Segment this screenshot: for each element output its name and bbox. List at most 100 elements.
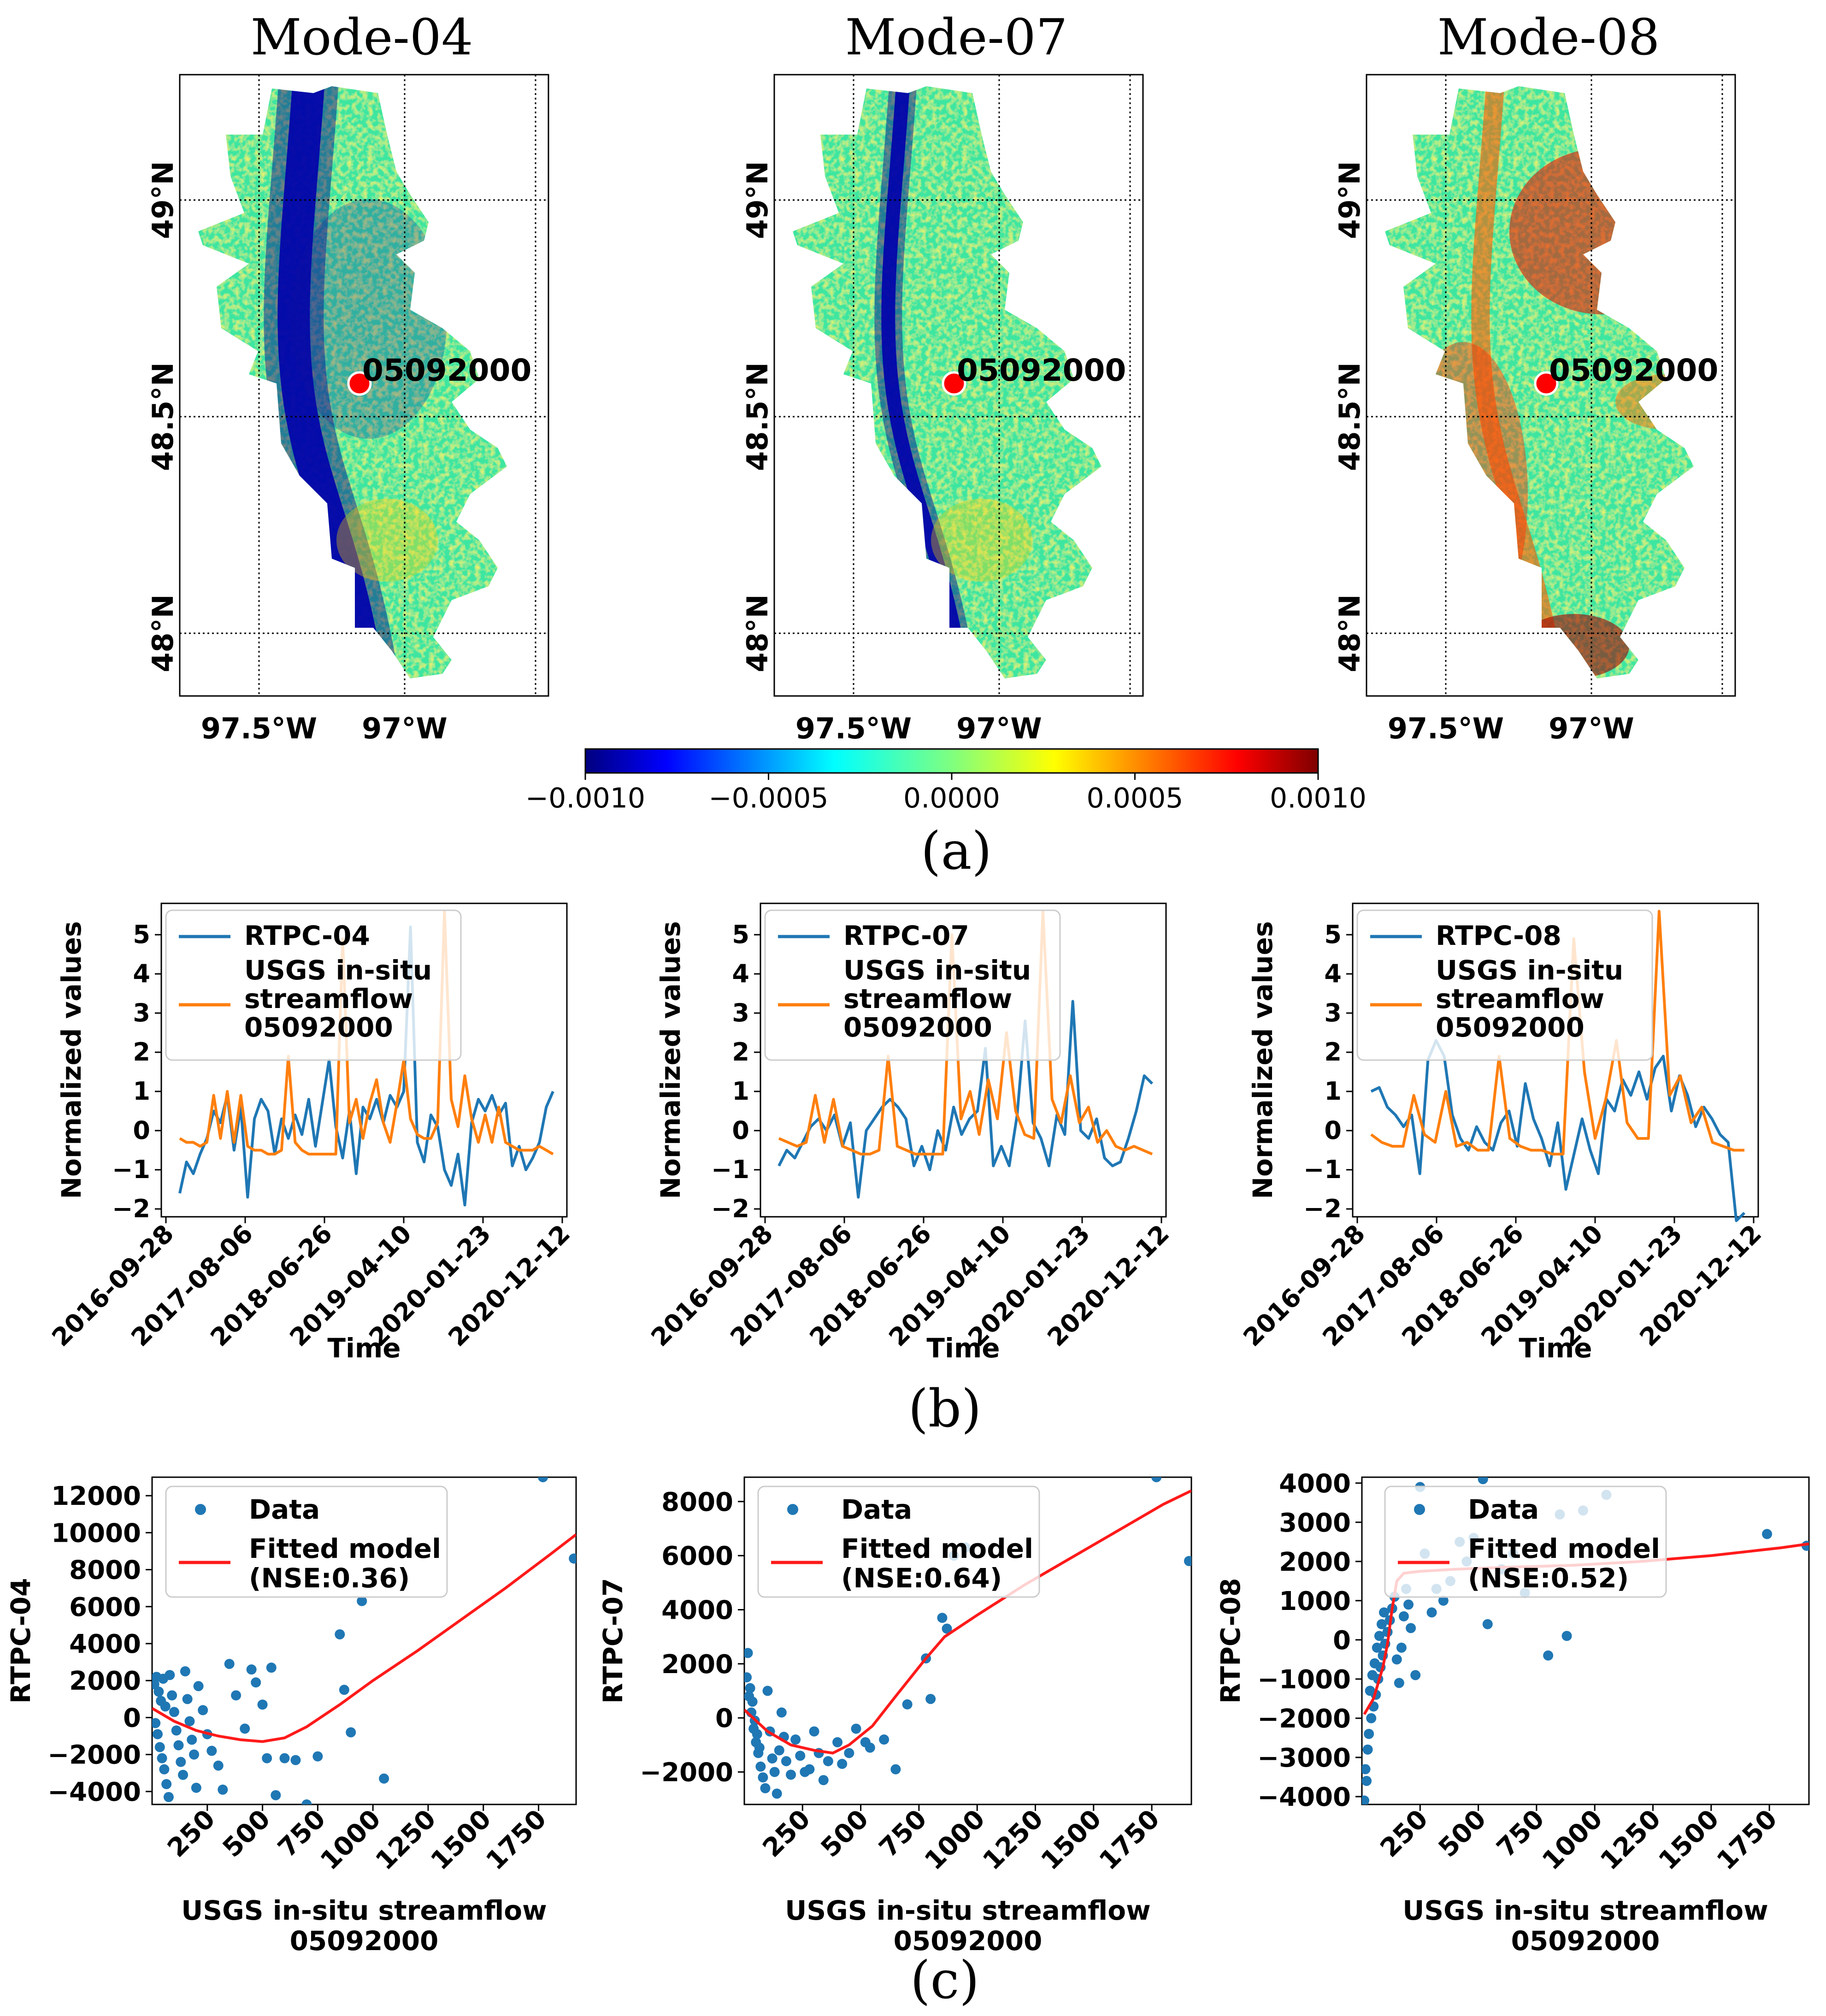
data-point [1366,1713,1377,1723]
data-point [758,1772,768,1783]
legend-box [165,1485,448,1598]
legend-label-usgs-line: USGS in-situ [244,955,432,986]
data-point [865,1742,875,1753]
y-tick-label: −1000 [1257,1665,1351,1695]
y-tick-label: −1 [112,1155,150,1184]
lat-tick-label: 49°N [1333,161,1367,239]
legend-box [1356,909,1653,1061]
data-point [1362,1764,1371,1774]
data-point [1543,1650,1554,1661]
data-point [844,1748,854,1758]
legend-label-rtpc: RTPC-07 [843,920,969,951]
legend-label-fit: Fitted model (NSE:0.36) [249,1533,441,1594]
data-point [301,1799,312,1804]
data-point [169,1707,179,1717]
timeseries-chart: −2−10123452016-09-282017-08-062018-06-26… [645,902,1175,1364]
y-tick-label: −4000 [1257,1782,1351,1812]
legend-label-fit-line: Fitted model [1468,1533,1660,1564]
data-point [251,1677,261,1688]
legend-label-fit-line: (NSE:0.36) [249,1562,410,1594]
data-point [271,1790,281,1800]
y-tick-label: 1 [1324,1077,1342,1106]
data-point [925,1694,936,1704]
colorbar-gradient [584,748,1319,774]
data-point [159,1764,170,1774]
data-point [171,1725,182,1736]
y-tick-label: −1 [1303,1155,1342,1184]
data-point [1394,1678,1404,1688]
legend: RTPC-08 USGS in-situ streamflow 05092000 [1356,909,1653,1061]
y-tick-label: 4 [133,959,150,988]
data-point [198,1705,208,1715]
data-point [1374,1631,1384,1641]
data-point [290,1755,301,1765]
x-axis-label: Time [1519,1332,1592,1364]
data-point [902,1699,913,1709]
x-axis-label-line: 05092000 [1511,1925,1660,1957]
legend-swatch-data [1414,1504,1425,1515]
legend-box [165,909,462,1061]
legend-label-usgs: USGS in-situ streamflow 05092000 [244,955,432,1043]
x-tick-label: 1500 [425,1804,497,1876]
data-point [240,1723,250,1734]
x-tick-label: 500 [217,1804,277,1863]
x-tick-label: 1250 [977,1804,1049,1876]
legend-label-data: Data [249,1494,320,1525]
data-point [786,1769,796,1780]
lat-tick-label: 48°N [1333,594,1367,672]
y-axis-label: RTPC-07 [597,1578,629,1704]
data-point [182,1694,193,1704]
x-axis-label: Time [327,1332,401,1364]
timeseries-chart: −2−10123452016-09-282017-08-062018-06-26… [46,902,576,1364]
y-tick-label: 3000 [1279,1508,1351,1538]
lon-tick-label: 97°W [956,712,1042,745]
data-point [153,1686,164,1697]
legend-swatch-data [787,1504,798,1515]
y-tick-label: 2 [133,1037,150,1067]
panel-label-a: (a) [921,821,992,881]
legend-box [1384,1485,1667,1598]
data-point [818,1775,829,1786]
fitted-model-line [744,1489,1191,1755]
map-title: Mode-07 [845,9,1068,66]
legend-label-rtpc: RTPC-04 [244,920,370,951]
station-marker [942,371,966,396]
legend-label-fit: Fitted model (NSE:0.64) [841,1533,1033,1594]
data-point [774,1745,784,1756]
data-point [231,1690,242,1701]
data-point [1762,1529,1773,1539]
x-tick-label: 1000 [1537,1804,1608,1876]
warm-patch [336,499,438,582]
y-tick-label: 0 [732,1116,749,1145]
data-point [809,1726,819,1737]
station-marker [1534,371,1559,396]
data-point [379,1773,389,1784]
lat-tick-label: 48.5°N [1333,362,1367,471]
x-axis-label: Time [926,1332,1000,1364]
y-tick-label: 6000 [69,1592,141,1622]
lon-tick-label: 97°W [362,712,448,745]
station-marker [347,371,372,396]
plot-area [152,1477,576,1804]
lat-tick-label: 48.5°N [146,362,180,471]
usgs-series-line [1370,910,1744,1155]
data-point [832,1737,843,1748]
y-tick-label: −2000 [47,1740,141,1770]
legend: Data Fitted model (NSE:0.64) [757,1485,1040,1598]
data-point [1410,1670,1421,1680]
data-point [335,1629,345,1639]
data-point [176,1757,186,1767]
data-point [823,1756,833,1767]
data-point [1426,1607,1437,1618]
warm-patch [931,499,1032,582]
scatter-chart: −200002000400060008000250500750100012501… [597,1476,1192,1957]
colorbar-tick-label: 0.0000 [903,782,1000,814]
y-tick-label: 4000 [1279,1469,1351,1499]
y-axis-label: Normalized values [56,921,87,1199]
data-point [1184,1556,1191,1566]
lon-tick-label: 97.5°W [201,712,317,745]
data-point [851,1723,861,1734]
data-point [1372,1642,1382,1653]
data-point [262,1753,272,1763]
